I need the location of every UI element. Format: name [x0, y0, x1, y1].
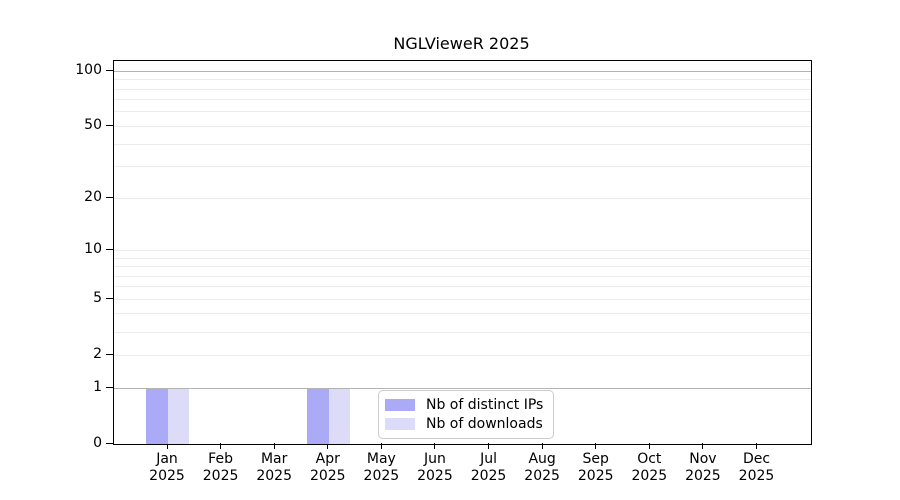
x-tick-year: 2025: [577, 468, 614, 484]
minor-gridline: [114, 266, 811, 267]
legend-label-distinct-ips: Nb of distinct IPs: [426, 397, 544, 413]
y-tick-mark: [106, 386, 113, 388]
y-tick-mark: [106, 248, 113, 250]
x-tick-month: Aug: [528, 451, 556, 467]
y-tick-label: 5: [93, 290, 102, 307]
bar-nb-of-downloads: [328, 388, 350, 444]
minor-gridline: [114, 275, 811, 277]
x-tick-mark: [273, 443, 275, 449]
x-tick-month: Jun: [424, 451, 446, 467]
minor-gridline: [114, 313, 811, 315]
x-tick-year: 2025: [256, 468, 292, 484]
x-tick-label: Sep 2025: [564, 451, 628, 485]
minor-gridline: [114, 354, 811, 356]
y-tick-label: 10: [84, 241, 102, 258]
y-tick-mark: [106, 196, 113, 198]
plot-area: [113, 60, 812, 445]
x-tick-month: Apr: [315, 451, 340, 467]
x-tick-month: Nov: [689, 451, 717, 467]
legend-label-downloads: Nb of downloads: [426, 416, 543, 432]
x-tick-label: May 2025: [349, 451, 413, 485]
x-tick-year: 2025: [417, 468, 453, 484]
x-tick-year: 2025: [685, 468, 721, 484]
minor-gridline: [114, 286, 811, 288]
x-tick-label: Oct 2025: [617, 451, 681, 485]
bar-nb-of-distinct-ips: [306, 388, 329, 444]
x-tick-mark: [541, 443, 543, 449]
x-tick-month: Jul: [480, 451, 497, 467]
minor-gridline: [114, 143, 811, 145]
x-tick-label: Aug 2025: [510, 451, 574, 485]
minor-gridline: [114, 331, 811, 333]
y-tick-mark: [106, 297, 113, 299]
bar-nb-of-distinct-ips: [146, 388, 168, 444]
x-tick-mark: [327, 443, 329, 449]
x-tick-month: Jan: [156, 451, 178, 467]
x-tick-year: 2025: [470, 468, 507, 484]
legend: Nb of distinct IPs Nb of downloads: [378, 390, 555, 439]
y-tick-mark: [106, 69, 113, 71]
legend-entry-downloads: Nb of downloads: [385, 416, 543, 432]
minor-gridline: [114, 79, 811, 81]
minor-gridline: [114, 88, 811, 90]
x-tick-month: May: [366, 451, 396, 467]
minor-gridline: [114, 99, 811, 101]
x-tick-label: Jun 2025: [403, 451, 467, 485]
y-tick-label: 20: [84, 189, 102, 206]
x-tick-year: 2025: [309, 468, 346, 484]
x-tick-month: Dec: [742, 451, 771, 467]
legend-swatch-distinct-ips: [385, 399, 415, 411]
x-tick-label: Apr 2025: [296, 451, 360, 485]
minor-gridline: [114, 166, 811, 168]
x-tick-mark: [434, 443, 436, 449]
y-tick-label: 100: [75, 62, 102, 79]
minor-gridline: [114, 111, 811, 113]
x-tick-label: Jan 2025: [135, 451, 199, 485]
x-tick-month: Feb: [208, 451, 233, 467]
legend-entry-distinct-ips: Nb of distinct IPs: [385, 397, 543, 413]
minor-gridline: [114, 125, 811, 127]
x-tick-month: Sep: [582, 451, 609, 467]
x-tick-label: Mar 2025: [242, 451, 306, 485]
major-gridline: [114, 387, 811, 389]
x-tick-label: Dec 2025: [724, 451, 788, 485]
x-tick-year: 2025: [738, 468, 775, 484]
x-tick-mark: [380, 443, 382, 449]
y-tick-label: 0: [93, 435, 102, 451]
y-tick-mark: [106, 442, 113, 444]
legend-swatch-downloads: [385, 418, 415, 430]
x-tick-mark: [702, 443, 704, 449]
minor-gridline: [114, 298, 811, 300]
x-tick-year: 2025: [631, 468, 668, 484]
x-tick-mark: [595, 443, 597, 449]
x-tick-mark: [648, 443, 650, 449]
y-tick-label: 50: [84, 117, 102, 134]
y-tick-label: 2: [93, 346, 102, 363]
x-tick-year: 2025: [149, 468, 185, 484]
y-tick-label: 1: [93, 379, 102, 395]
y-tick-mark: [106, 124, 113, 126]
y-tick-mark: [106, 353, 113, 355]
x-tick-mark: [166, 443, 168, 449]
x-tick-month: Oct: [637, 451, 662, 467]
minor-gridline: [114, 257, 811, 259]
x-tick-year: 2025: [363, 468, 400, 484]
bar-nb-of-downloads: [168, 388, 189, 444]
x-tick-year: 2025: [202, 468, 239, 484]
x-tick-mark: [488, 443, 490, 449]
x-tick-year: 2025: [524, 468, 560, 484]
minor-gridline: [114, 197, 811, 199]
x-tick-label: Nov 2025: [671, 451, 735, 485]
x-tick-mark: [220, 443, 222, 449]
major-gridline: [114, 70, 811, 72]
x-tick-label: Jul 2025: [457, 451, 521, 485]
chart-title: NGLVieweR 2025: [393, 34, 530, 53]
x-tick-mark: [755, 443, 757, 449]
x-tick-month: Mar: [260, 451, 288, 467]
minor-gridline: [114, 249, 811, 251]
x-tick-label: Feb 2025: [189, 451, 253, 485]
